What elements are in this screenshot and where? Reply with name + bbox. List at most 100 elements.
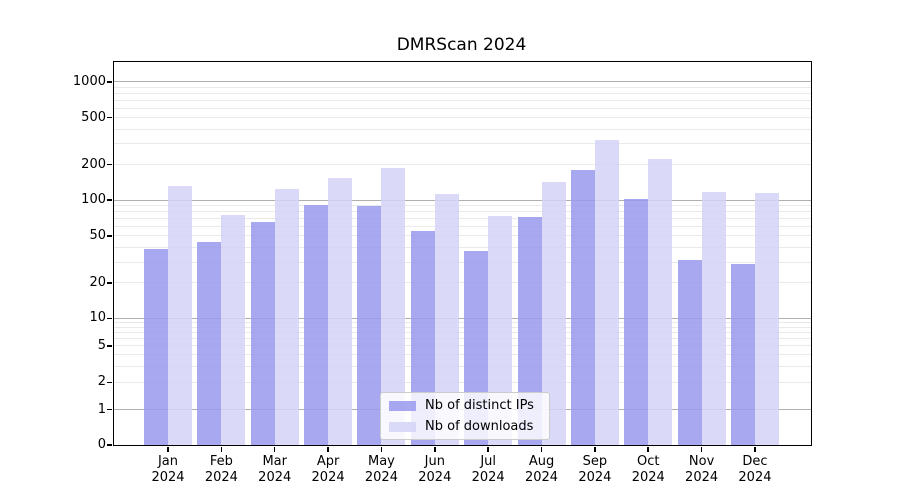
major-gridline	[114, 199, 811, 201]
x-axis-tick-label: Jan 2024	[151, 454, 185, 485]
bar-distinct-ips	[677, 260, 702, 445]
y-axis-tick-label: 1000	[72, 73, 106, 89]
x-axis-tick	[380, 447, 383, 452]
legend-swatch-distinct-ips	[389, 400, 416, 411]
minor-gridline	[114, 354, 811, 356]
bar-distinct-ips	[357, 206, 382, 445]
minor-gridline	[114, 345, 811, 347]
minor-gridline	[114, 365, 811, 367]
minor-gridline	[114, 164, 811, 166]
x-axis-tick-label: Jul 2024	[471, 454, 505, 485]
bar-downloads	[648, 159, 673, 445]
legend-item-distinct-ips: Nb of distinct IPs	[389, 397, 541, 415]
major-gridline	[114, 81, 811, 83]
x-axis-tick	[700, 447, 703, 452]
y-axis-tick	[107, 408, 112, 411]
x-axis-tick-label: Mar 2024	[258, 454, 292, 485]
bar-distinct-ips	[570, 170, 595, 445]
x-axis-tick	[327, 447, 329, 452]
bar-distinct-ips	[304, 205, 329, 445]
minor-gridline	[114, 99, 811, 101]
x-axis-tick-label: Sep 2024	[578, 454, 612, 485]
bar-layer	[114, 62, 811, 445]
bar-distinct-ips	[624, 199, 649, 445]
x-axis-tick	[754, 447, 756, 452]
minor-gridline	[114, 225, 811, 227]
legend-label-distinct-ips: Nb of distinct IPs	[425, 398, 534, 413]
x-axis-tick	[540, 447, 543, 452]
minor-gridline	[114, 261, 811, 263]
y-axis-tick	[107, 282, 112, 284]
minor-gridline	[114, 235, 811, 237]
legend-item-downloads: Nb of downloads	[389, 418, 541, 436]
y-axis-tick	[107, 317, 112, 320]
x-axis-tick-label: Feb 2024	[204, 454, 238, 485]
axis-layer: 0 1 2 5 10 20 50 100 200 500 1000 Jan 2024 Feb 2024 M…	[73, 62, 811, 485]
y-axis-tick-label: 2	[97, 374, 106, 390]
legend-label-downloads: Nb of downloads	[425, 419, 534, 434]
plot-area: 0 1 2 5 10 20 50 100 200 500 1000 Jan 2024 Feb 2024 M…	[73, 61, 812, 485]
minor-gridline	[114, 117, 811, 119]
x-axis-tick-label: Oct 2024	[631, 454, 665, 485]
y-axis-tick-label: 1	[97, 401, 106, 417]
grid-layer	[114, 62, 811, 445]
x-axis-tick	[594, 447, 596, 452]
y-axis-tick-label: 0	[97, 437, 106, 452]
bar-downloads	[221, 214, 246, 445]
bar-distinct-ips	[144, 248, 168, 445]
bar-downloads	[168, 185, 192, 445]
y-axis-tick-label: 50	[89, 227, 106, 243]
y-axis-tick	[107, 235, 112, 237]
x-axis-tick	[434, 447, 436, 452]
y-axis-tick-label: 10	[89, 310, 106, 326]
minor-gridline	[114, 218, 811, 219]
y-axis-tick	[107, 444, 112, 446]
minor-gridline	[114, 246, 811, 248]
major-gridline	[114, 317, 811, 319]
bar-distinct-ips	[730, 263, 755, 445]
y-axis-tick	[107, 81, 112, 83]
bar-downloads	[701, 191, 726, 445]
minor-gridline	[114, 381, 811, 383]
minor-gridline	[114, 326, 811, 328]
x-axis-tick	[647, 447, 649, 452]
minor-gridline	[114, 86, 811, 88]
x-axis-tick	[487, 447, 489, 452]
x-axis-tick-label: Jun 2024	[418, 454, 452, 485]
minor-gridline	[114, 282, 811, 284]
minor-gridline	[114, 332, 811, 334]
y-axis-tick	[107, 381, 112, 383]
bar-downloads	[328, 177, 353, 445]
x-axis-tick	[273, 447, 276, 452]
y-axis-tick	[107, 163, 112, 166]
x-axis-tick-label: May 2024	[364, 454, 398, 485]
x-axis-tick-label: Dec 2024	[738, 454, 772, 485]
minor-gridline	[114, 92, 811, 94]
x-axis-tick	[167, 447, 169, 452]
bar-distinct-ips	[197, 242, 222, 445]
y-axis-tick	[107, 199, 112, 201]
x-axis-tick	[220, 447, 223, 452]
y-axis-tick	[107, 116, 112, 119]
y-axis-tick	[107, 345, 112, 347]
legend-swatch-downloads	[389, 421, 416, 432]
y-axis-tick-label: 200	[81, 156, 106, 172]
bar-distinct-ips	[250, 221, 275, 445]
x-axis-tick-label: Nov 2024	[685, 454, 719, 485]
y-axis-tick-label: 500	[81, 109, 106, 125]
bar-downloads	[274, 188, 299, 445]
minor-gridline	[114, 143, 811, 145]
chart-title: DMRScan 2024	[396, 35, 527, 55]
minor-gridline	[114, 107, 811, 109]
x-axis-tick-label: Aug 2024	[524, 454, 559, 485]
minor-gridline	[114, 338, 811, 340]
minor-gridline	[114, 128, 811, 130]
minor-gridline	[114, 322, 811, 324]
bar-downloads	[754, 193, 779, 445]
x-axis-tick-label: Apr 2024	[311, 454, 345, 485]
y-axis-tick-label: 100	[81, 192, 106, 208]
minor-gridline	[114, 211, 811, 213]
minor-gridline	[114, 205, 811, 207]
y-axis-tick-label: 20	[89, 274, 106, 290]
